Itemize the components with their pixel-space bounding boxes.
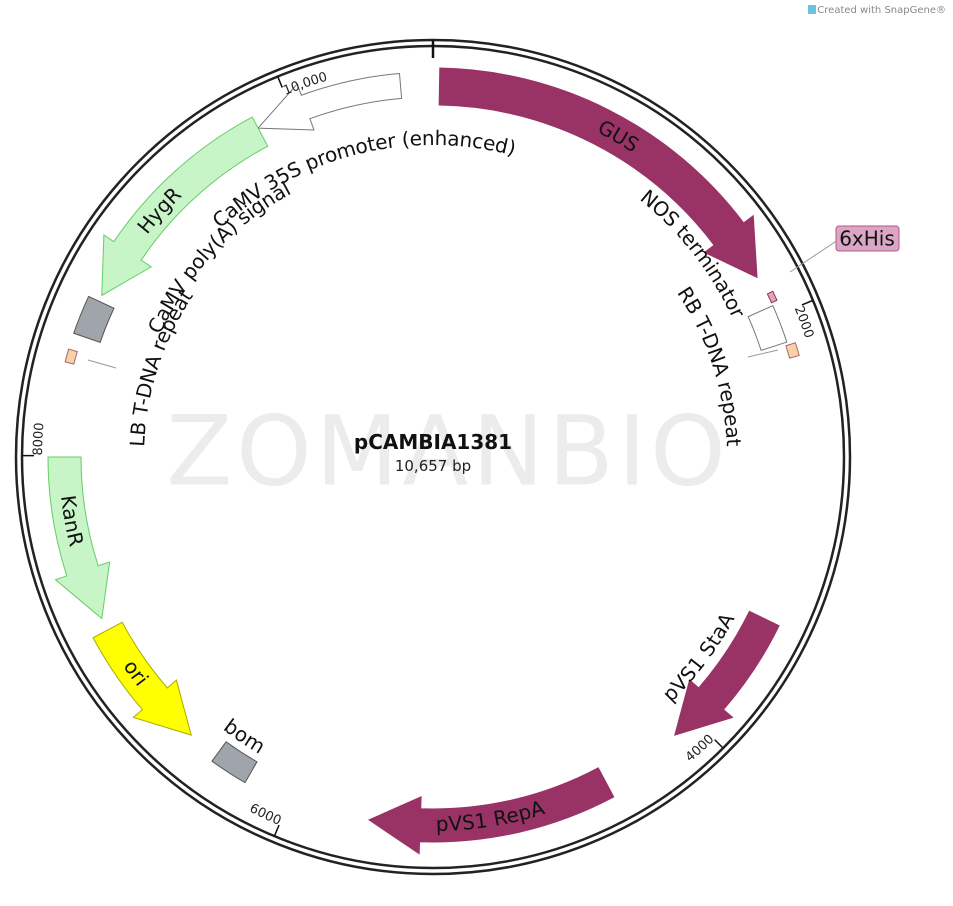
ruler-tick xyxy=(714,739,724,749)
tick-label: 2000 xyxy=(791,304,816,340)
feature-arrow xyxy=(101,116,269,297)
leader xyxy=(747,349,779,358)
label-box xyxy=(835,225,900,252)
feature-box xyxy=(747,305,788,352)
feature-box xyxy=(785,342,800,359)
credit: Created with SnapGene® xyxy=(817,5,946,16)
feature-arrow xyxy=(92,621,192,736)
feature-box xyxy=(766,290,778,304)
feature-arrow xyxy=(47,456,111,620)
feature-arrow xyxy=(438,67,758,279)
ruler-tick xyxy=(801,299,814,306)
leader xyxy=(789,239,839,273)
ruler-tick xyxy=(277,76,283,88)
watermark: ZOMANBIO xyxy=(166,395,729,507)
feature-arrow xyxy=(367,767,615,855)
plasmid-name: pCAMBIA1381 xyxy=(354,430,512,454)
feature-arrow xyxy=(674,610,780,736)
plasmid-size: 10,657 bp xyxy=(395,457,471,475)
ruler-tick xyxy=(273,824,280,837)
feature-label: 6xHis xyxy=(839,227,895,251)
leader xyxy=(87,359,117,369)
tick-label: 6000 xyxy=(247,801,283,829)
feature-box xyxy=(64,348,78,365)
feature-box xyxy=(211,741,258,784)
logo xyxy=(808,5,816,14)
feature-box xyxy=(73,295,115,344)
tick-label: 8000 xyxy=(30,422,46,456)
